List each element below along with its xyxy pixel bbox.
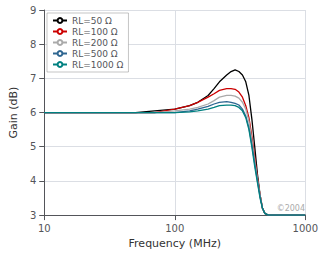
svg-text:100: 100: [165, 223, 184, 234]
svg-text:RL=1000 Ω: RL=1000 Ω: [72, 60, 124, 70]
svg-text:Gain (dB): Gain (dB): [7, 87, 20, 139]
svg-text:RL=50 Ω: RL=50 Ω: [72, 16, 112, 26]
svg-text:©2004: ©2004: [277, 204, 305, 213]
svg-text:Frequency (MHz): Frequency (MHz): [129, 237, 221, 250]
svg-text:RL=500 Ω: RL=500 Ω: [72, 49, 118, 59]
svg-text:RL=200 Ω: RL=200 Ω: [72, 38, 118, 48]
svg-text:10: 10: [38, 223, 51, 234]
svg-text:8: 8: [30, 39, 36, 50]
svg-text:5: 5: [30, 141, 36, 152]
svg-text:7: 7: [30, 73, 36, 84]
svg-text:1000: 1000: [293, 223, 318, 234]
svg-text:4: 4: [30, 175, 36, 186]
svg-text:3: 3: [30, 210, 36, 221]
svg-text:9: 9: [30, 5, 36, 16]
svg-text:6: 6: [30, 107, 36, 118]
svg-text:RL=100 Ω: RL=100 Ω: [72, 27, 118, 37]
